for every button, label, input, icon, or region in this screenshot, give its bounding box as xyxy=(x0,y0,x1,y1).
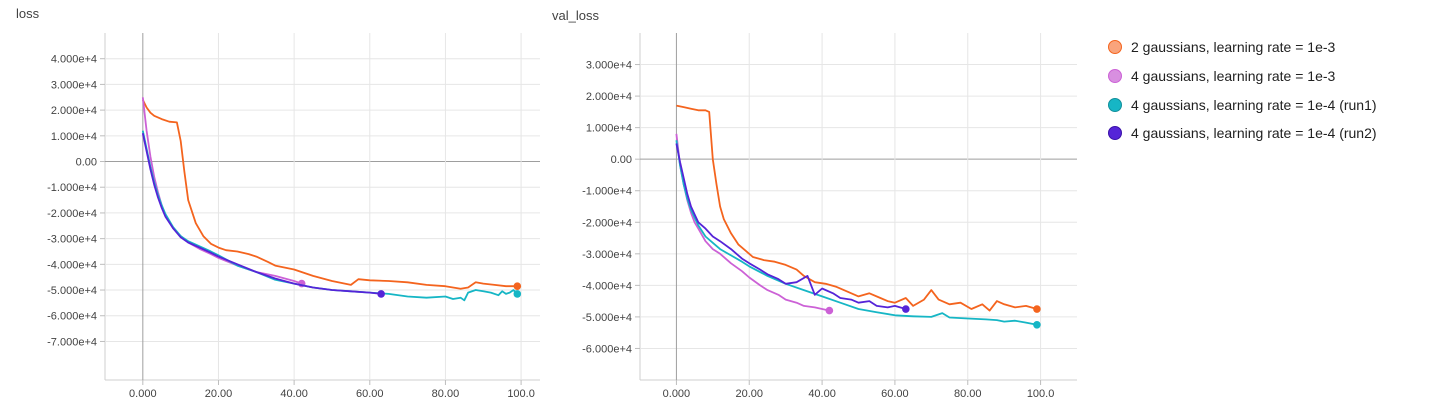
y-tick-label: -4.000e+4 xyxy=(582,280,632,292)
y-tick-label: 2.000e+4 xyxy=(51,105,97,117)
x-tick-label: 40.00 xyxy=(280,388,308,400)
legend-item-series-3[interactable]: 4 gaussians, learning rate = 1e-4 (run1) xyxy=(1108,90,1377,119)
x-tick-label: 40.00 xyxy=(808,388,836,400)
legend: 2 gaussians, learning rate = 1e-3 4 gaus… xyxy=(1108,33,1377,148)
chart-title-val-loss: val_loss xyxy=(552,8,599,23)
y-tick-label: -5.000e+4 xyxy=(582,312,632,324)
series-end-marker-4 xyxy=(902,305,910,313)
y-tick-label: 1.000e+4 xyxy=(51,131,97,143)
x-tick-label: 80.00 xyxy=(432,388,460,400)
series-line-1 xyxy=(141,99,518,290)
y-tick-label: 3.000e+4 xyxy=(51,79,97,91)
series-line-4 xyxy=(675,143,907,310)
x-tick-label: 100.0 xyxy=(1027,388,1055,400)
series-end-marker-3 xyxy=(513,290,522,298)
legend-label: 4 gaussians, learning rate = 1e-4 (run1) xyxy=(1131,96,1377,113)
y-tick-label: -3.000e+4 xyxy=(47,234,97,246)
val-loss-chart[interactable]: 3.000e+4 2.000e+4 1.000e+4 0.00 -1.000e+4 -2.… xyxy=(0,0,1085,406)
series-line-4 xyxy=(141,133,382,295)
legend-swatch-icon xyxy=(1108,126,1122,141)
series-end-marker-3 xyxy=(1033,320,1041,329)
y-tick-label: -4.000e+4 xyxy=(47,259,97,271)
x-tick-label: 20.00 xyxy=(735,388,763,400)
y-tick-label: -6.000e+4 xyxy=(47,311,97,323)
y-tick-label: -1.000e+4 xyxy=(47,182,97,194)
y-tick-label: -1.000e+4 xyxy=(582,186,632,198)
x-tick-label: 60.00 xyxy=(356,388,384,400)
legend-item-series-2[interactable]: 4 gaussians, learning rate = 1e-3 xyxy=(1108,62,1377,91)
x-tick-label: 0.000 xyxy=(663,388,691,400)
x-tick-label: 0.000 xyxy=(129,388,157,400)
x-tick-label: 20.00 xyxy=(205,388,233,400)
series-end-marker-1 xyxy=(513,282,522,290)
series-end-marker-1 xyxy=(1033,305,1041,313)
legend-label: 2 gaussians, learning rate = 1e-3 xyxy=(1131,39,1336,56)
chart-title-loss: loss xyxy=(16,6,40,21)
series-end-marker-4 xyxy=(377,290,385,298)
y-tick-label: 4.000e+4 xyxy=(51,54,97,66)
y-tick-label: 0.00 xyxy=(611,154,632,166)
legend-swatch-icon xyxy=(1108,97,1122,112)
y-tick-label: -2.000e+4 xyxy=(47,208,97,220)
y-tick-label: -2.000e+4 xyxy=(582,217,632,229)
x-tick-label: 100.0 xyxy=(507,388,535,400)
y-tick-label: -3.000e+4 xyxy=(582,249,632,261)
y-tick-label: 2.000e+4 xyxy=(586,91,632,103)
legend-item-series-4[interactable]: 4 gaussians, learning rate = 1e-4 (run2) xyxy=(1108,119,1377,148)
y-tick-label: 3.000e+4 xyxy=(586,60,632,72)
y-tick-label: -6.000e+4 xyxy=(582,343,632,355)
y-tick-label: 0.00 xyxy=(76,157,97,169)
legend-swatch-icon xyxy=(1108,40,1122,55)
legend-swatch-icon xyxy=(1108,69,1122,84)
series-line-3 xyxy=(675,140,1038,326)
series-line-1 xyxy=(676,104,1038,312)
legend-label: 4 gaussians, learning rate = 1e-3 xyxy=(1131,68,1336,85)
loss-chart[interactable]: 4.000e+4 3.000e+4 2.000e+4 1.000e+4 0.00 -1.0… xyxy=(0,0,545,406)
series-end-marker-2 xyxy=(825,306,834,315)
x-tick-label: 80.00 xyxy=(954,388,982,400)
y-tick-label: -5.000e+4 xyxy=(47,285,97,297)
y-tick-label: -7.000e+4 xyxy=(47,336,97,348)
x-tick-label: 60.00 xyxy=(881,388,909,400)
legend-label: 4 gaussians, learning rate = 1e-4 (run2) xyxy=(1131,125,1377,142)
legend-item-series-1[interactable]: 2 gaussians, learning rate = 1e-3 xyxy=(1108,33,1377,62)
y-tick-label: 1.000e+4 xyxy=(586,123,632,135)
